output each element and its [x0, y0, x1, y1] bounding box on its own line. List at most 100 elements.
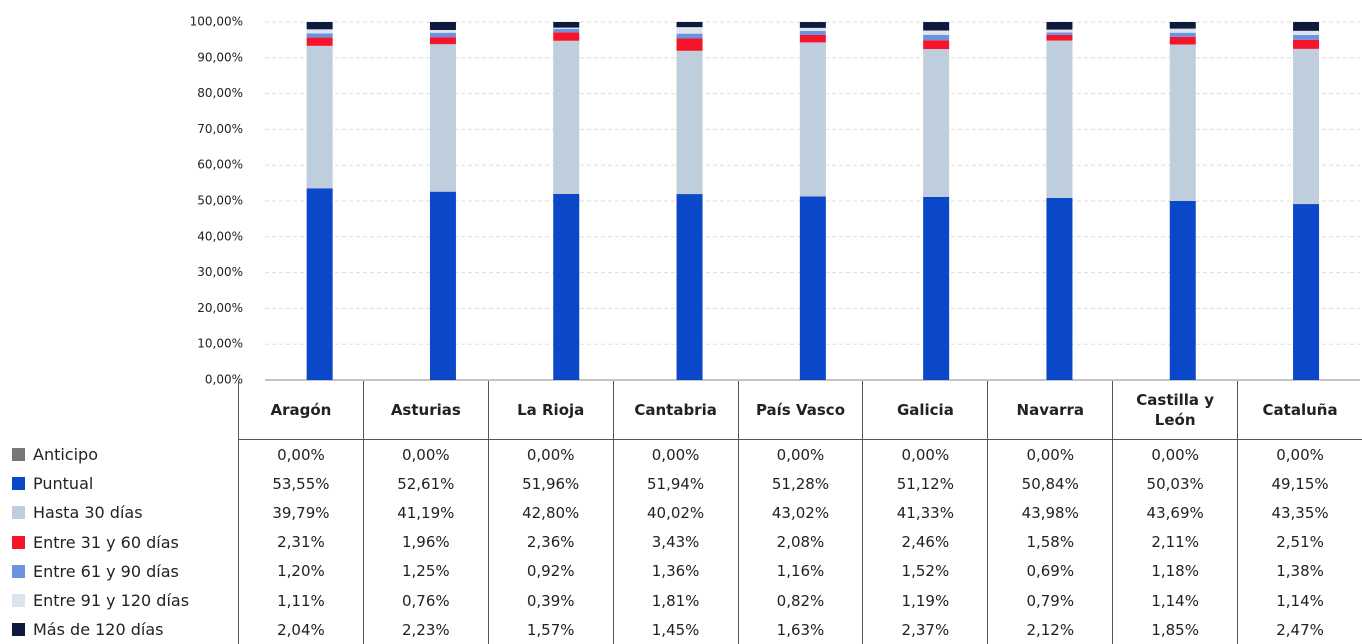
legend-swatch	[12, 448, 25, 462]
table-cell: 2,31%	[238, 527, 363, 557]
table-cell: 0,00%	[862, 440, 987, 470]
table-cell: 0,82%	[737, 586, 863, 616]
table-cell: 1,63%	[737, 615, 863, 644]
table-header: Cantabria	[612, 381, 738, 440]
bar-segment	[1293, 39, 1320, 49]
y-tick-label: 40,00%	[197, 229, 243, 243]
table-header: La Rioja	[487, 381, 613, 440]
legend-entry: Hasta 30 días	[0, 498, 238, 527]
bar-segment	[1046, 22, 1073, 30]
table-header: Aragón	[238, 381, 363, 440]
table-cell: 2,04%	[238, 615, 363, 644]
bar-segment	[923, 40, 950, 50]
legend-entry: Entre 61 y 90 días	[0, 557, 238, 586]
bar-segment	[429, 37, 456, 45]
bar-segment	[553, 22, 580, 28]
table-cell: 0,00%	[737, 440, 863, 470]
table-cell: 1,85%	[1112, 615, 1237, 644]
table-cell: 0,76%	[362, 586, 488, 616]
table-cell: 1,18%	[1112, 556, 1237, 586]
legend-label: Más de 120 días	[33, 620, 164, 640]
legend-swatch	[12, 477, 25, 491]
y-tick-label: 60,00%	[197, 158, 243, 172]
bar-segment	[1293, 34, 1320, 40]
bar-segment	[1046, 197, 1073, 380]
table-cell: 51,28%	[737, 469, 863, 499]
legend-entry: Entre 31 y 60 días	[0, 528, 238, 557]
bar-segment	[923, 30, 950, 35]
bar-segment	[1293, 204, 1320, 380]
table-cell: 43,35%	[1237, 498, 1362, 528]
table-cell: 0,79%	[987, 586, 1112, 616]
table-cell: 0,00%	[487, 440, 613, 470]
bar-segment	[799, 22, 826, 28]
table-cell: 49,15%	[1237, 469, 1362, 499]
table-header: Castilla y León	[1112, 381, 1238, 440]
legend-swatch	[12, 535, 25, 549]
bar-segment	[429, 22, 456, 30]
bar-segment	[923, 49, 950, 197]
table-header: Cataluña	[1237, 381, 1362, 440]
bar-segment	[676, 27, 703, 34]
bar-segment	[1169, 200, 1196, 380]
bar-segment	[1046, 32, 1073, 35]
table-cell: 1,20%	[238, 556, 363, 586]
table-cell: 51,12%	[862, 469, 987, 499]
table-cell: 0,39%	[487, 586, 613, 616]
legend-label: Anticipo	[33, 445, 98, 465]
bar-segment	[306, 29, 333, 34]
bar-segment	[429, 44, 456, 192]
table-cell: 2,51%	[1237, 527, 1362, 557]
bar-segment	[306, 188, 333, 380]
table-cell: 2,37%	[862, 615, 987, 644]
table-cell: 1,45%	[612, 615, 738, 644]
table-cell: 2,11%	[1112, 527, 1237, 557]
y-tick-label: 70,00%	[197, 122, 243, 136]
bar-segment	[676, 194, 703, 380]
legend-swatch	[12, 564, 25, 578]
bar-segment	[429, 29, 456, 33]
bar-segment	[1293, 48, 1320, 205]
table-cell: 1,14%	[1112, 586, 1237, 616]
bar-segment	[553, 40, 580, 194]
legend-entry: Anticipo	[0, 440, 238, 469]
bar-segment	[1293, 22, 1320, 31]
table-cell: 2,08%	[737, 527, 863, 557]
bar-segment	[799, 34, 826, 43]
table-cell: 2,46%	[862, 527, 987, 557]
legend-label: Entre 91 y 120 días	[33, 591, 190, 611]
table-cell: 50,84%	[987, 469, 1112, 499]
bar-segment	[1169, 44, 1196, 201]
table-cell: 1,52%	[862, 556, 987, 586]
y-tick-label: 100,00%	[190, 15, 243, 29]
table-cell: 0,00%	[1112, 440, 1237, 470]
table-cell: 43,02%	[737, 498, 863, 528]
table-cell: 1,14%	[1237, 586, 1362, 616]
table-cell: 52,61%	[362, 469, 488, 499]
table-cell: 51,96%	[487, 469, 613, 499]
y-tick-label: 10,00%	[197, 337, 243, 351]
bar-segment	[676, 38, 703, 51]
y-tick-label: 30,00%	[197, 265, 243, 279]
table-cell: 53,55%	[238, 469, 363, 499]
table-cell: 2,23%	[362, 615, 488, 644]
table-cell: 40,02%	[612, 498, 738, 528]
bar-segment	[1169, 28, 1196, 33]
bar-segment	[1169, 22, 1196, 29]
bar-segment	[1046, 34, 1073, 41]
table-cell: 1,58%	[987, 527, 1112, 557]
bar-segment	[306, 22, 333, 30]
table-cell: 2,47%	[1237, 615, 1362, 644]
table-cell: 41,33%	[862, 498, 987, 528]
table-cell: 0,00%	[362, 440, 488, 470]
table-cell: 43,98%	[987, 498, 1112, 528]
table-cell: 0,00%	[1237, 440, 1362, 470]
bar-segment	[429, 32, 456, 38]
table-header: Navarra	[987, 381, 1113, 440]
bar-segment	[429, 191, 456, 380]
bar-segment	[553, 32, 580, 41]
table-cell: 1,25%	[362, 556, 488, 586]
bar-segment	[553, 193, 580, 380]
bar-segment	[553, 29, 580, 33]
table-cell: 1,16%	[737, 556, 863, 586]
